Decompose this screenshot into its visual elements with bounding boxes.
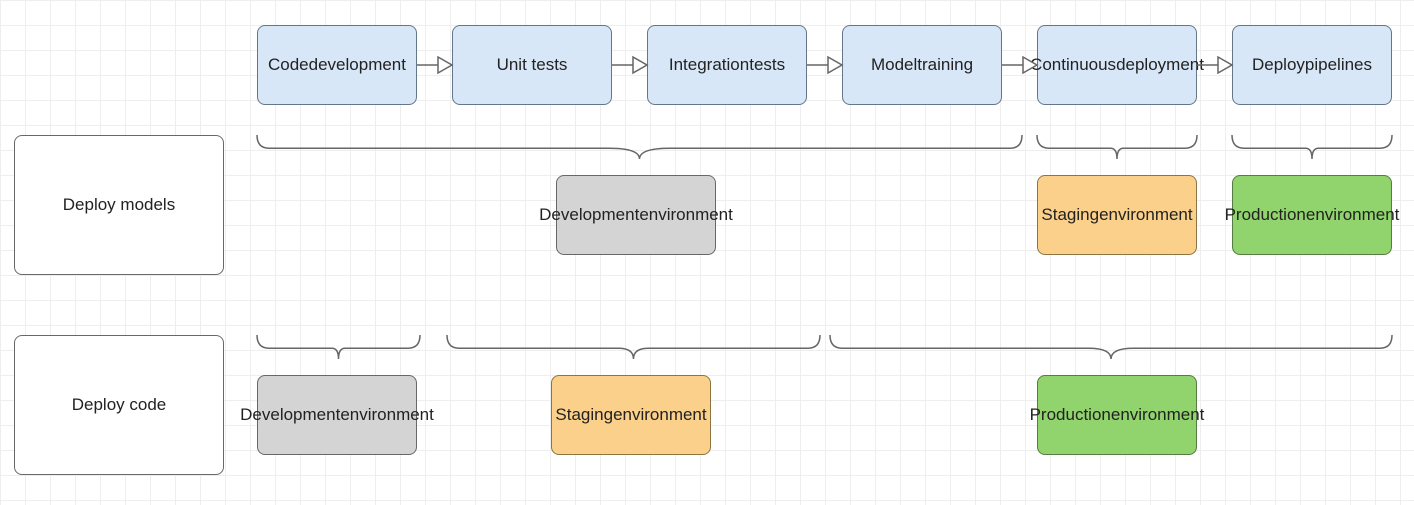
node-r1_prod: Productionenvironment: [1232, 175, 1392, 255]
node-r2_prod: Productionenvironment: [1037, 375, 1197, 455]
diagram-canvas: Codedevelopment Unit tests Integrationtest…: [0, 0, 1414, 505]
node-integ_tests: Integrationtests: [647, 25, 807, 105]
node-r1_dev: Developmentenvironment: [556, 175, 716, 255]
node-r2_dev: Developmentenvironment: [257, 375, 417, 455]
node-row2_label: Deploy code: [14, 335, 224, 475]
node-code_dev: Codedevelopment: [257, 25, 417, 105]
node-r1_stage: Stagingenvironment: [1037, 175, 1197, 255]
node-unit_tests: Unit tests: [452, 25, 612, 105]
node-deploy_pipe: Deploypipelines: [1232, 25, 1392, 105]
node-row1_label: Deploy models: [14, 135, 224, 275]
node-model_train: Modeltraining: [842, 25, 1002, 105]
node-r2_stage: Stagingenvironment: [551, 375, 711, 455]
node-cont_deploy: Continuousdeployment: [1037, 25, 1197, 105]
